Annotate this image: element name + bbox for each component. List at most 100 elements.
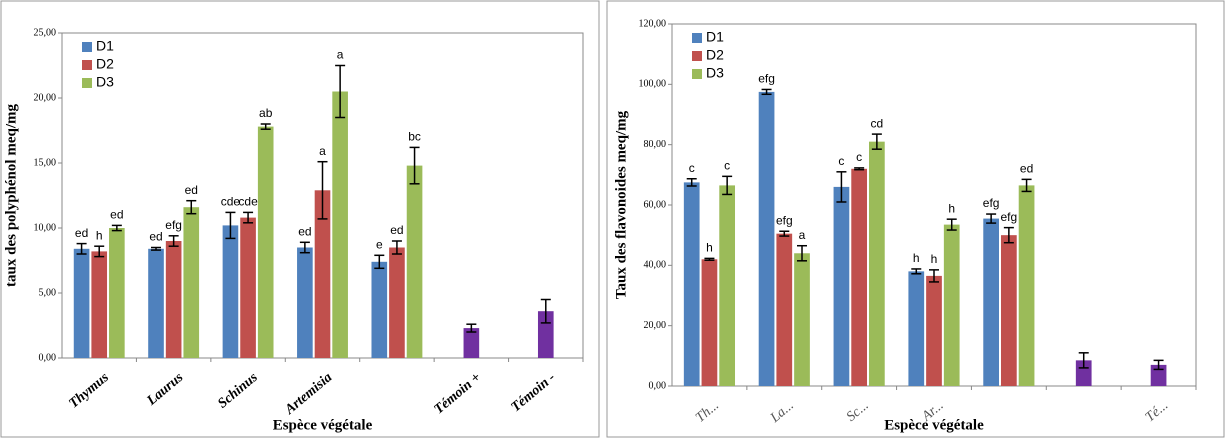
bar bbox=[794, 253, 810, 386]
data-label: ed bbox=[298, 224, 311, 238]
y-tick-label: 20,00 bbox=[34, 92, 57, 103]
panel-border bbox=[0, 0, 600, 438]
y-axis-title: taux des polyphénol meq/mg bbox=[3, 104, 19, 287]
data-label: a bbox=[337, 48, 344, 62]
y-tick-label: 120,00 bbox=[639, 18, 667, 29]
legend-label: D2 bbox=[706, 47, 724, 63]
bar bbox=[851, 168, 868, 386]
legend-swatch bbox=[82, 78, 92, 88]
data-label: ed bbox=[1020, 162, 1033, 176]
legend-label: D2 bbox=[96, 56, 114, 72]
y-tick-label: 0,00 bbox=[39, 352, 57, 363]
y-tick-label: 25,00 bbox=[34, 27, 57, 38]
legend-label: D1 bbox=[706, 29, 724, 45]
legend-swatch bbox=[692, 51, 702, 61]
data-label: h bbox=[96, 228, 103, 242]
bar bbox=[869, 141, 885, 386]
bar bbox=[719, 185, 736, 386]
x-tick-label: Artemisia bbox=[282, 370, 335, 418]
bar bbox=[73, 248, 90, 358]
data-label: h bbox=[706, 241, 713, 255]
x-tick-label: Témoin + bbox=[432, 370, 484, 417]
data-label: c bbox=[689, 161, 695, 175]
legend-label: D3 bbox=[96, 74, 114, 90]
bar bbox=[943, 224, 960, 386]
bar bbox=[148, 248, 164, 358]
bar bbox=[983, 218, 999, 386]
data-label: cde bbox=[221, 195, 241, 209]
bar bbox=[91, 251, 108, 358]
bar bbox=[463, 328, 480, 358]
data-label: ed bbox=[390, 223, 403, 237]
legend-swatch bbox=[692, 69, 702, 79]
legend-swatch bbox=[82, 60, 92, 70]
x-axis-title: Espèce végétale bbox=[884, 417, 984, 433]
legend-swatch bbox=[692, 33, 702, 43]
y-tick-label: 60,00 bbox=[644, 199, 667, 210]
x-tick-label: Thymus bbox=[66, 370, 112, 412]
data-label: h bbox=[948, 201, 955, 215]
bar bbox=[758, 91, 775, 386]
data-label: c bbox=[838, 154, 844, 168]
bar bbox=[165, 241, 182, 358]
data-label: c bbox=[724, 159, 730, 173]
x-tick-label: Té... bbox=[1143, 398, 1171, 425]
bar bbox=[1018, 185, 1035, 386]
data-label: efg bbox=[983, 196, 1000, 210]
data-label: c bbox=[856, 150, 862, 164]
y-axis-title: Taux des flavonoides meq/mg bbox=[613, 110, 629, 299]
bar bbox=[222, 225, 239, 358]
data-label: efg bbox=[165, 218, 182, 232]
bar bbox=[371, 261, 388, 358]
data-label: e bbox=[376, 237, 383, 251]
bar bbox=[833, 186, 850, 386]
y-tick-label: 80,00 bbox=[644, 139, 667, 150]
bar bbox=[406, 165, 423, 358]
data-label: a bbox=[319, 144, 326, 158]
data-label: cde bbox=[238, 195, 258, 209]
x-tick-label: Th... bbox=[693, 398, 722, 426]
legend-label: D3 bbox=[706, 65, 724, 81]
bar bbox=[926, 275, 942, 386]
x-tick-label: Témoin - bbox=[509, 370, 559, 415]
bar bbox=[776, 233, 793, 386]
y-tick-label: 10,00 bbox=[34, 222, 57, 233]
data-label: efg bbox=[758, 72, 775, 86]
x-tick-label: Laurus bbox=[144, 370, 187, 409]
bar bbox=[1075, 360, 1092, 386]
y-tick-label: 20,00 bbox=[644, 320, 667, 331]
x-tick-label: La... bbox=[767, 398, 797, 426]
bar bbox=[332, 91, 348, 358]
data-label: ed bbox=[149, 230, 162, 244]
bar bbox=[908, 271, 925, 386]
bar bbox=[257, 126, 274, 358]
data-label: h bbox=[913, 251, 920, 265]
x-axis-title: Espèce végétale bbox=[273, 417, 373, 433]
bar bbox=[109, 228, 125, 358]
bar bbox=[389, 247, 405, 358]
y-tick-label: 5,00 bbox=[39, 287, 57, 298]
bar bbox=[314, 190, 331, 358]
legend-swatch bbox=[82, 42, 92, 52]
y-tick-label: 40,00 bbox=[644, 260, 667, 271]
data-label: efg bbox=[1001, 210, 1018, 224]
panel-border bbox=[606, 0, 1225, 438]
data-label: ed bbox=[185, 183, 198, 197]
bar bbox=[1150, 364, 1167, 386]
y-tick-label: 15,00 bbox=[34, 157, 57, 168]
data-label: bc bbox=[408, 130, 421, 144]
data-label: ed bbox=[75, 226, 88, 240]
bar bbox=[683, 182, 700, 386]
bar bbox=[701, 259, 718, 386]
bar bbox=[183, 207, 200, 358]
data-label: efg bbox=[776, 213, 793, 227]
y-tick-label: 0,00 bbox=[649, 380, 667, 391]
data-label: ed bbox=[110, 208, 123, 222]
bar bbox=[1000, 235, 1017, 386]
data-label: h bbox=[931, 252, 938, 266]
data-label: cd bbox=[871, 116, 884, 130]
data-label: ab bbox=[259, 106, 273, 120]
y-tick-label: 100,00 bbox=[639, 79, 667, 90]
